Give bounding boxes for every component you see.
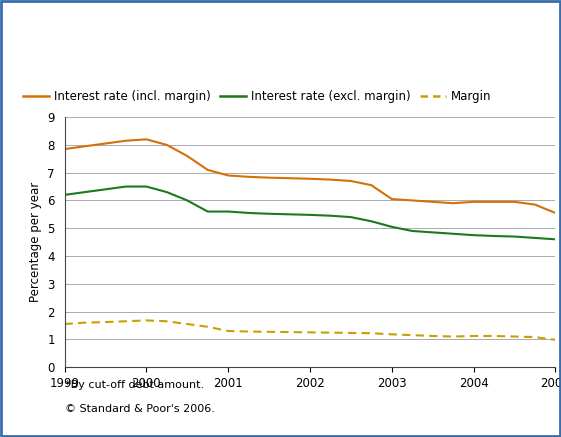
Legend: Interest rate (incl. margin), Interest rate (excl. margin), Margin: Interest rate (incl. margin), Interest r… xyxy=(19,85,496,108)
Text: Chart 1: Weighted-Average Interest Rate, Interest Rate Before Margin, and Loan: Chart 1: Weighted-Average Interest Rate,… xyxy=(8,23,561,36)
Y-axis label: Percentage per year: Percentage per year xyxy=(29,182,42,302)
Text: *By cut-off debt amount.: *By cut-off debt amount. xyxy=(65,380,204,390)
Text: Margin*: Margin* xyxy=(8,55,68,68)
Text: © Standard & Poor's 2006.: © Standard & Poor's 2006. xyxy=(65,404,214,414)
